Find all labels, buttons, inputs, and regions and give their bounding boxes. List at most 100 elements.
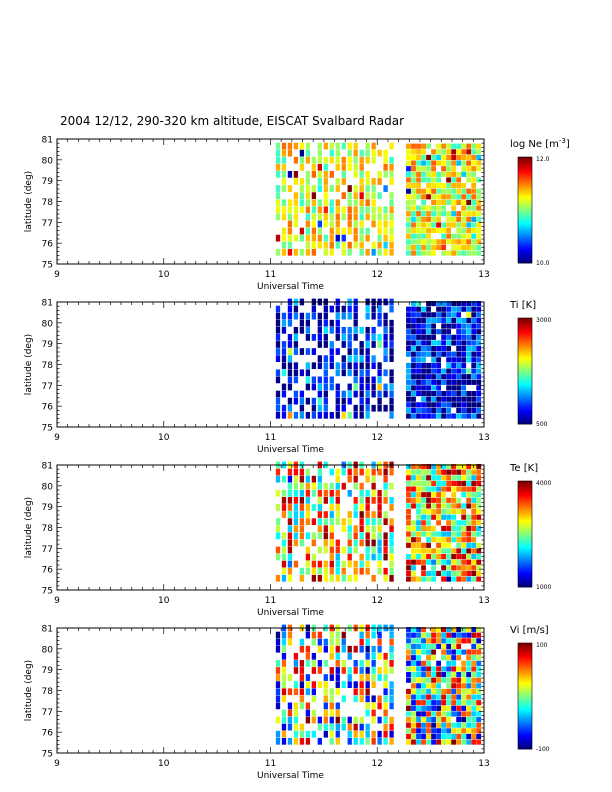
heatmap-cell xyxy=(323,723,328,731)
heatmap-cell xyxy=(305,504,311,511)
heatmap-cell xyxy=(471,486,477,492)
heatmap-cell xyxy=(441,143,447,149)
heatmap-cell xyxy=(461,188,467,194)
heatmap-cell xyxy=(281,326,287,334)
heatmap-cell xyxy=(461,239,467,245)
heatmap-cell xyxy=(377,227,382,235)
heatmap-cell xyxy=(431,638,436,644)
heatmap-cell xyxy=(389,341,394,348)
heatmap-cell xyxy=(317,518,322,525)
colorbar-swatch xyxy=(518,201,532,204)
heatmap-cell xyxy=(466,143,472,149)
heatmap-cell xyxy=(281,532,287,540)
heatmap-cell xyxy=(293,681,299,688)
heatmap-cell xyxy=(281,723,287,731)
heatmap-cell xyxy=(426,503,431,509)
heatmap-cell xyxy=(383,241,388,249)
colorbar-swatch xyxy=(518,495,532,498)
heatmap-cell xyxy=(466,351,472,357)
heatmap-cell xyxy=(406,525,411,532)
heatmap-cell xyxy=(411,194,416,200)
heatmap-cell xyxy=(347,192,352,199)
heatmap-cell xyxy=(471,362,477,369)
heatmap-cell xyxy=(299,156,305,164)
colorbar-swatch xyxy=(518,356,532,360)
heatmap-cell xyxy=(335,411,340,419)
heatmap-cell xyxy=(281,383,287,391)
heatmap-cell xyxy=(476,244,482,251)
heatmap-cell xyxy=(311,688,317,696)
heatmap-cell xyxy=(353,163,358,171)
heatmap-cell xyxy=(406,638,411,644)
heatmap-cell xyxy=(365,390,370,398)
colorbar-swatch xyxy=(518,539,532,542)
heatmap-cell xyxy=(305,206,311,214)
heatmap-cell xyxy=(421,463,426,470)
heatmap-cell xyxy=(287,220,293,228)
heatmap-cell xyxy=(365,638,370,646)
heatmap-cell xyxy=(441,368,447,374)
y-tick-label: 75 xyxy=(42,261,53,271)
heatmap-cell xyxy=(411,486,416,492)
heatmap-cell xyxy=(456,733,462,740)
colorbar-swatch xyxy=(518,558,532,561)
heatmap-cell xyxy=(461,553,467,560)
heatmap-cell xyxy=(305,631,311,639)
heatmap-cell xyxy=(329,482,334,490)
colorbar: Vi [m/s]100-100 xyxy=(510,625,550,753)
heatmap-cell xyxy=(299,312,305,320)
heatmap-cell xyxy=(317,397,322,405)
heatmap-cell xyxy=(436,216,441,222)
heatmap-cell xyxy=(365,411,370,419)
heatmap-cell xyxy=(476,390,482,397)
heatmap-cell xyxy=(311,241,317,249)
heatmap-cell xyxy=(323,383,328,391)
heatmap-cell xyxy=(446,300,452,307)
heatmap-cell xyxy=(335,178,340,185)
heatmap-cell xyxy=(456,700,462,706)
heatmap-cell xyxy=(329,532,334,540)
colorbar-swatch xyxy=(518,581,532,584)
heatmap-cell xyxy=(416,683,421,689)
heatmap-cell xyxy=(341,695,346,703)
heatmap-cell xyxy=(431,565,436,571)
heatmap-cell xyxy=(389,737,394,745)
heatmap-cell xyxy=(329,220,334,228)
heatmap-cell xyxy=(456,548,462,554)
heatmap-cell xyxy=(426,317,431,324)
heatmap-cell xyxy=(416,503,421,509)
heatmap-cell xyxy=(441,655,447,661)
heatmap-cell xyxy=(389,234,394,242)
heatmap-cell xyxy=(287,241,293,249)
heatmap-cell xyxy=(406,312,411,318)
heatmap-cell xyxy=(431,250,436,256)
colorbar-swatch xyxy=(518,579,532,583)
heatmap-cell xyxy=(421,407,426,414)
heatmap-cell xyxy=(456,508,462,515)
heatmap-cell xyxy=(411,553,416,560)
heatmap-cell xyxy=(451,486,457,492)
heatmap-cell xyxy=(335,645,340,653)
heatmap-cell xyxy=(341,206,346,214)
heatmap-cell xyxy=(416,211,421,217)
heatmap-cell xyxy=(456,351,462,357)
heatmap-cell xyxy=(436,626,441,633)
heatmap-cell xyxy=(359,227,364,235)
heatmap-cell xyxy=(406,643,411,650)
heatmap-cell xyxy=(323,171,328,178)
heatmap-cell xyxy=(329,518,334,525)
heatmap-cell xyxy=(411,660,416,666)
heatmap-cell xyxy=(299,525,305,533)
heatmap-cell xyxy=(305,468,311,476)
heatmap-cell xyxy=(441,722,447,728)
colorbar-swatch xyxy=(518,247,532,250)
heatmap-cell xyxy=(359,171,364,178)
heatmap-cell xyxy=(446,323,452,329)
colorbar-swatch xyxy=(518,680,532,683)
heatmap-cell xyxy=(451,368,457,374)
heatmap-cell xyxy=(411,503,416,509)
heatmap-cell xyxy=(421,497,426,503)
heatmap-cell xyxy=(329,468,334,476)
heatmap-cell xyxy=(446,705,452,711)
heatmap-cell xyxy=(341,312,346,320)
